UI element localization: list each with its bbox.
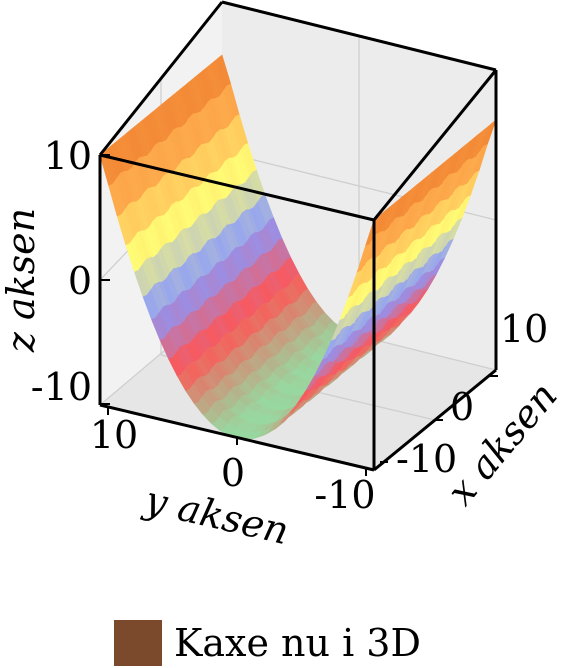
y-tick-neg10: -10 [314, 473, 375, 517]
x-tick-0: 0 [450, 385, 474, 429]
z-axis-label: z aksen [0, 208, 43, 353]
x-tick-10: 10 [500, 307, 548, 351]
y-axis-label: y aksen [139, 477, 293, 553]
legend-swatch [114, 620, 162, 666]
legend: Kaxe nu i 3D [114, 620, 421, 666]
surface [99, 54, 497, 440]
z-tick-0: 0 [68, 259, 92, 303]
y-tick-0: 0 [221, 451, 245, 495]
z-tick-neg10: -10 [31, 365, 92, 409]
tick-marks [100, 154, 498, 476]
legend-label: Kaxe nu i 3D [174, 621, 421, 665]
y-tick-10: 10 [90, 413, 138, 457]
x-tick-neg10: -10 [396, 437, 457, 481]
z-tick-10: 10 [44, 134, 92, 178]
